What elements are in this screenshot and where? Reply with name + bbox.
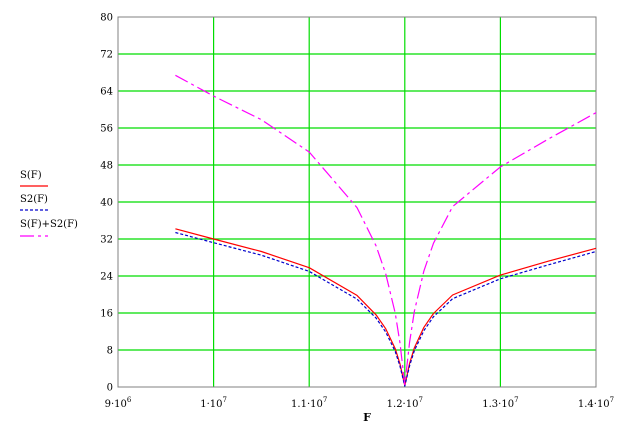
- x-axis-label: F: [363, 411, 371, 424]
- y-tick-label: 40: [100, 198, 113, 209]
- y-tick-labels: 0 8 16 24 32 40 48 56 64 72 80: [100, 13, 113, 394]
- y-tick-label: 16: [100, 309, 113, 320]
- y-tick-label: 48: [100, 161, 113, 172]
- series-line-3: [175, 74, 597, 386]
- x-tick-label: 9·106: [105, 396, 132, 410]
- y-tick-label: 0: [107, 383, 113, 394]
- legend-label-sum: S(F)+S2(F): [20, 219, 78, 230]
- series-line-1: [175, 228, 597, 387]
- x-tick-label: 1.1·107: [291, 396, 327, 410]
- x-tick-labels: 9·106 1·107 1.1·107 1.2·107 1.3·107 1.4·107: [105, 396, 615, 410]
- y-tick-label: 64: [100, 87, 113, 98]
- y-tick-label: 8: [107, 346, 113, 357]
- series-line-2: [175, 231, 597, 387]
- x-tick-label: 1.4·107: [578, 396, 614, 410]
- y-tick-label: 56: [100, 124, 113, 135]
- y-tick-label: 24: [100, 272, 113, 283]
- plot-border: [117, 16, 597, 388]
- y-tick-label: 72: [100, 50, 113, 61]
- legend-label-s: S(F): [20, 170, 42, 181]
- x-tick-label: 1.2·107: [387, 396, 423, 410]
- series-layer: [175, 74, 597, 387]
- y-tick-label: 80: [100, 13, 113, 24]
- x-tick-label: 1.3·107: [482, 396, 518, 410]
- x-tick-label: 1·107: [200, 396, 227, 410]
- legend: S(F) S2(F) S(F)+S2(F): [20, 170, 78, 237]
- legend-label-s2: S2(F): [20, 194, 48, 205]
- y-tick-label: 32: [100, 235, 113, 246]
- grid: [118, 17, 596, 387]
